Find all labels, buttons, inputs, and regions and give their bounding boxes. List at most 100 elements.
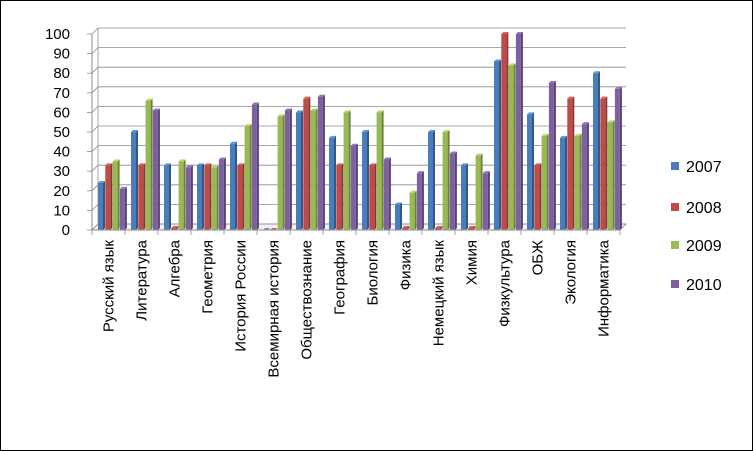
x-tick-label: Физика xyxy=(398,239,415,290)
bar-front xyxy=(296,112,301,230)
bar-front xyxy=(468,228,474,230)
bar-front xyxy=(237,165,243,230)
bar-top xyxy=(105,163,113,166)
y-tick-label: 50 xyxy=(53,124,70,141)
y-tick-label: 10 xyxy=(53,202,70,219)
bar-top xyxy=(482,171,490,174)
bar-side xyxy=(143,163,146,230)
bar-top xyxy=(164,163,171,166)
y-tick-label: 100 xyxy=(45,26,70,43)
bar-side xyxy=(619,86,622,230)
bar xyxy=(218,157,226,230)
bar xyxy=(284,108,292,230)
bar-front xyxy=(350,145,356,230)
bar-top xyxy=(112,159,120,162)
gridline xyxy=(91,66,626,74)
bar xyxy=(442,130,450,230)
bar-front xyxy=(362,132,367,230)
bar-top xyxy=(581,122,589,125)
bar xyxy=(178,159,186,230)
bar xyxy=(336,163,344,230)
bar xyxy=(185,165,193,230)
bar-side xyxy=(374,163,377,230)
bar xyxy=(277,114,285,230)
bar-top xyxy=(329,135,336,138)
bar-side xyxy=(407,226,410,230)
bar-front xyxy=(461,165,466,230)
bar-side xyxy=(572,96,575,231)
bar-top xyxy=(251,102,259,105)
x-tick-label: Немецкий язык xyxy=(431,240,448,347)
gridline xyxy=(91,27,626,35)
bar-front xyxy=(164,165,169,230)
bar-top xyxy=(560,135,567,138)
bar-top xyxy=(614,86,622,89)
bar xyxy=(614,86,622,230)
bar-side xyxy=(103,180,105,230)
bar-side xyxy=(513,63,516,230)
x-tick-label: Русский язык xyxy=(101,240,118,333)
bar xyxy=(409,190,417,230)
bar-top xyxy=(197,163,204,166)
bar xyxy=(560,135,567,230)
bar xyxy=(428,130,435,230)
x-tick-label: Литература xyxy=(134,239,151,320)
bar-top xyxy=(475,153,483,156)
bar xyxy=(317,94,325,230)
bar-front xyxy=(131,132,136,230)
legend-item: 2008 xyxy=(671,200,722,217)
bar xyxy=(296,110,303,230)
legend: 2007 2008 2009 2010 xyxy=(671,159,722,294)
bar-front xyxy=(607,122,613,230)
bar xyxy=(581,122,589,230)
bar-top xyxy=(185,165,193,168)
x-tick-label: Алгебра xyxy=(167,239,184,297)
bar-side xyxy=(447,130,450,230)
bar-front xyxy=(303,98,309,231)
bar xyxy=(119,186,127,230)
bar-side xyxy=(520,32,523,230)
bar-top xyxy=(416,171,424,174)
bar-front xyxy=(541,135,547,230)
bar-front xyxy=(317,96,323,230)
bar xyxy=(197,163,204,230)
bar xyxy=(508,63,516,230)
bar-front xyxy=(527,114,532,230)
bar-top xyxy=(171,226,179,229)
bar-top xyxy=(218,157,226,160)
bar-side xyxy=(157,108,160,230)
bar-front xyxy=(435,228,441,230)
bar-side xyxy=(341,163,344,230)
bar-side xyxy=(553,81,556,230)
bar xyxy=(310,108,318,230)
bar-side xyxy=(117,159,120,230)
bar-side xyxy=(150,98,153,230)
bar-front xyxy=(171,228,177,230)
bar-side xyxy=(433,130,435,230)
bars xyxy=(98,32,622,231)
bar-top xyxy=(178,159,186,162)
bar xyxy=(112,159,120,230)
bar-top xyxy=(317,94,325,97)
bar xyxy=(329,135,336,230)
bar-front xyxy=(98,182,103,230)
bar-top xyxy=(574,133,582,136)
bar-front xyxy=(534,165,540,230)
legend-swatch xyxy=(671,203,679,211)
bar-front xyxy=(145,100,151,230)
bar-top xyxy=(461,163,468,166)
legend-label: 2007 xyxy=(686,159,722,176)
bar-front xyxy=(336,165,342,230)
bar-top xyxy=(138,163,146,166)
bar-side xyxy=(388,157,391,230)
legend-item: 2009 xyxy=(671,238,722,255)
x-tick-label: Геометрия xyxy=(200,240,217,314)
bar-top xyxy=(494,59,501,62)
gridline xyxy=(91,47,626,54)
gridline xyxy=(91,86,626,94)
bar-side xyxy=(598,71,600,230)
bar-top xyxy=(527,112,534,115)
bar-front xyxy=(560,137,565,230)
bar-front xyxy=(574,135,580,230)
bar xyxy=(204,163,212,230)
